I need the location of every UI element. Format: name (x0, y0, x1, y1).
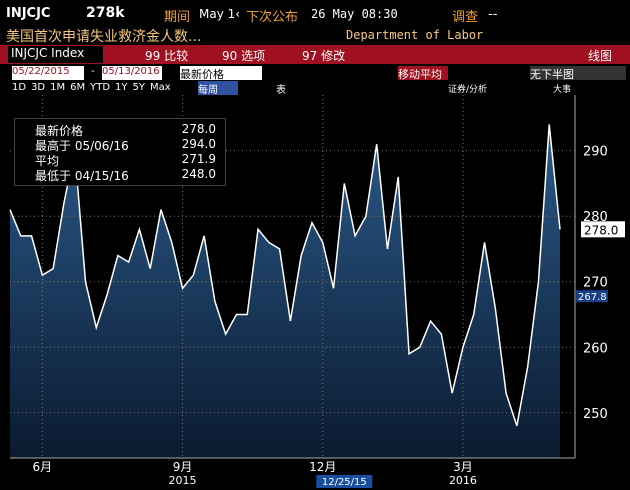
analysis-button[interactable]: 证券/分析 (448, 85, 488, 95)
lower-panel[interactable]: 无下半图 (530, 66, 626, 81)
x-tick-label: 3月 (453, 460, 473, 474)
cursor-label: 12/25/15 (322, 477, 367, 488)
last: 278k (86, 5, 125, 21)
period-label: 期间 (164, 10, 191, 25)
moving-average[interactable]: 移动平均 (398, 66, 448, 81)
range-button[interactable]: 1D (12, 82, 27, 93)
compare-button[interactable]: 99 比较 (145, 49, 189, 63)
source: Department of Labor (346, 28, 484, 42)
description: 美国首次申请失业救济金人数... (6, 29, 202, 45)
line (9, 124, 561, 427)
events-button[interactable]: 大事 (553, 85, 572, 95)
legend-row: 最高于 05/06/16 294.0 (35, 137, 220, 154)
survey-label: 调查 (452, 10, 479, 25)
last-value-box (581, 221, 625, 238)
security[interactable]: INJCJC Index (8, 46, 103, 63)
options-button[interactable]: 90 选项 (222, 49, 266, 63)
legend-row: 平均 271.9 (35, 152, 220, 169)
range-button[interactable]: 6M (70, 82, 86, 93)
field[interactable]: 最新价格 (180, 66, 262, 81)
command-bar (0, 45, 630, 64)
moving-average-label: 267.8 (578, 292, 607, 303)
frequency[interactable]: 每周 (198, 81, 238, 96)
moving-average-box (576, 290, 608, 303)
y-tick-label: 290 (583, 145, 608, 160)
legend-value: 248.0 (181, 167, 216, 181)
x-tick-label: 9月 (173, 460, 193, 474)
end-date[interactable]: 05/13/2016 (102, 66, 162, 80)
area (10, 124, 560, 458)
y-tick-label: 260 (583, 341, 608, 356)
x-tick-label: 12月 (309, 460, 336, 474)
legend-value: 271.9 (181, 152, 216, 166)
range-button[interactable]: 5Y (132, 82, 146, 93)
range-button[interactable]: 1M (50, 82, 66, 93)
legend-label: 最新价格 (35, 124, 84, 138)
period: May 1‹ (199, 7, 241, 21)
legend-row: 最新价格 278.0 (35, 122, 220, 139)
survey: -- (488, 7, 498, 22)
year-label: 2015 (169, 474, 197, 487)
year-label: 2016 (449, 474, 477, 487)
y-tick-label: 270 (583, 276, 608, 291)
ticker: INJCJC (6, 6, 51, 21)
start-date[interactable]: 05/22/2015 (12, 66, 84, 80)
range-button[interactable]: 3D (31, 82, 46, 93)
legend-row: 最低于 04/15/16 248.0 (35, 167, 220, 184)
table-button[interactable]: 表 (276, 85, 286, 96)
next-label: 下次公布 (246, 10, 299, 25)
legend: 最新价格 278.0 最高于 05/06/16 294.0 平均 271.9 最低于 04/… (14, 118, 226, 186)
legend-value: 278.0 (181, 122, 216, 136)
legend-label: 平均 (35, 154, 60, 168)
legend-label: 最低于 04/15/16 (35, 169, 129, 183)
dash: - (91, 66, 95, 77)
next: 26 May 08:30 (311, 7, 398, 21)
edit-button[interactable]: 97 修改 (302, 49, 346, 63)
x-tick-label: 6月 (33, 460, 53, 474)
range-button[interactable]: 1Y (115, 82, 128, 93)
cursor-box (316, 475, 373, 488)
chart-type[interactable]: 线图 (588, 49, 613, 63)
range-button[interactable]: Max (150, 82, 171, 93)
legend-value: 294.0 (181, 137, 216, 151)
range-button[interactable]: YTD (90, 82, 111, 93)
legend-label: 最高于 05/06/16 (35, 139, 129, 153)
range-buttons: 1D 3D 1M 6M YTD 1Y 5Y Max (12, 82, 171, 93)
y-tick-label: 250 (583, 407, 608, 422)
last-value-label: 278.0 (584, 223, 618, 237)
